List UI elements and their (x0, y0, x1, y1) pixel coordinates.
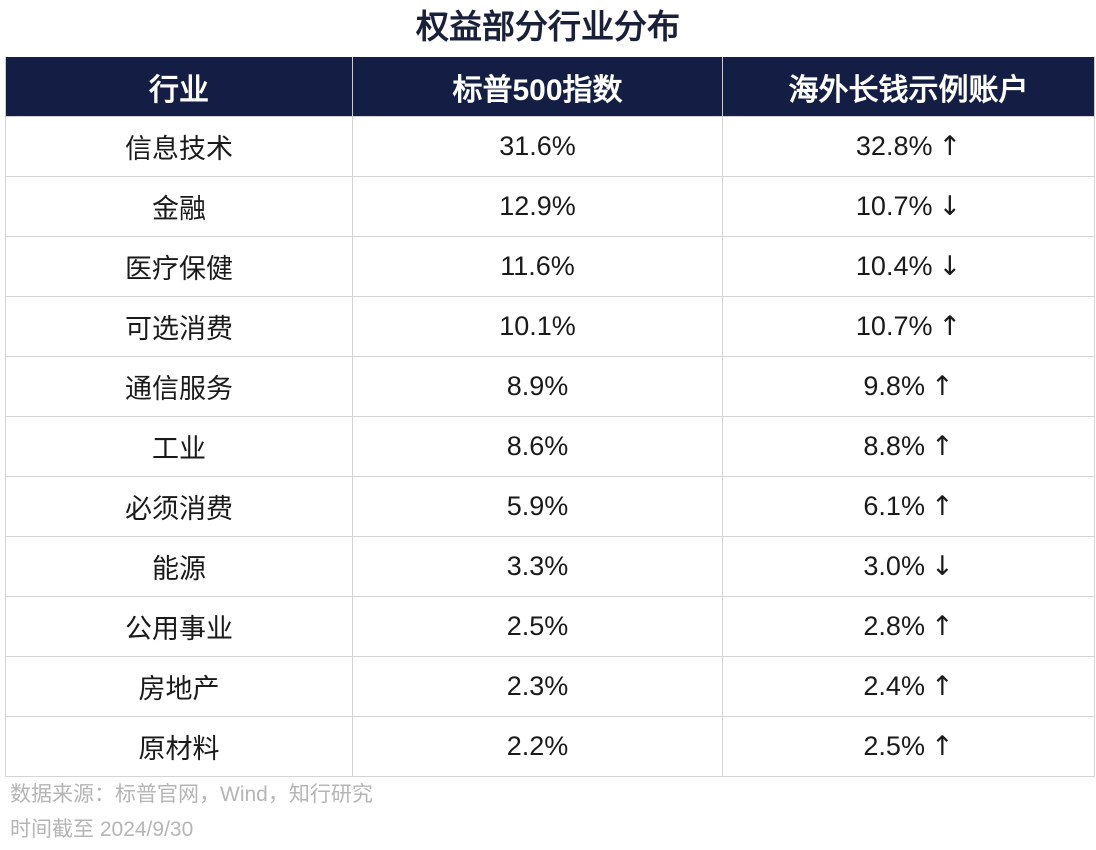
sp500-weight-cell: 5.9% (352, 476, 723, 537)
sector-name-cell: 能源 (5, 536, 353, 597)
account-weight-cell: 10.7% ↓ (722, 176, 1095, 237)
sector-name-cell: 可选消费 (5, 296, 353, 357)
sp500-weight-cell: 8.9% (352, 356, 723, 417)
account-weight-value: 2.8% (863, 611, 925, 641)
arrow-up-icon: ↑ (938, 311, 962, 342)
arrow-down-icon: ↓ (938, 191, 962, 222)
sp500-weight-cell: 8.6% (352, 416, 723, 477)
sector-name-cell: 信息技术 (5, 116, 353, 177)
account-weight-cell: 10.4% ↓ (722, 236, 1095, 297)
arrow-up-icon: ↑ (930, 731, 954, 762)
account-weight-value: 2.5% (863, 731, 925, 761)
sector-name-cell: 房地产 (5, 656, 353, 717)
account-weight-cell: 2.5% ↑ (722, 716, 1095, 777)
table-row: 必须消费 5.9% 6.1% ↑ (5, 476, 1095, 537)
arrow-up-icon: ↑ (938, 131, 962, 162)
arrow-up-icon: ↑ (930, 671, 954, 702)
table-row: 通信服务 8.9% 9.8% ↑ (5, 356, 1095, 417)
table-row: 信息技术 31.6% 32.8% ↑ (5, 116, 1095, 177)
account-weight-value: 10.4% (855, 251, 933, 281)
arrow-down-icon: ↓ (938, 251, 962, 282)
sector-name-cell: 通信服务 (5, 356, 353, 417)
header-account: 海外长钱示例账户 (722, 57, 1095, 117)
header-sp500: 标普500指数 (352, 57, 723, 117)
account-weight-cell: 2.8% ↑ (722, 596, 1095, 657)
sector-name-cell: 医疗保健 (5, 236, 353, 297)
account-weight-value: 8.8% (863, 431, 925, 461)
table-row: 房地产 2.3% 2.4% ↑ (5, 656, 1095, 717)
sp500-weight-cell: 3.3% (352, 536, 723, 597)
sector-name-cell: 金融 (5, 176, 353, 237)
arrow-up-icon: ↑ (930, 371, 954, 402)
table-row: 原材料 2.2% 2.5% ↑ (5, 716, 1095, 777)
arrow-up-icon: ↑ (930, 491, 954, 522)
table-row: 金融 12.9% 10.7% ↓ (5, 176, 1095, 237)
table-body: 信息技术 31.6% 32.8% ↑ 金融 12.9% 10.7% ↓ 医疗保健 11.6% 10.… (5, 116, 1095, 777)
table-row: 医疗保健 11.6% 10.4% ↓ (5, 236, 1095, 297)
account-weight-cell: 2.4% ↑ (722, 656, 1095, 717)
account-weight-value: 3.0% (863, 551, 925, 581)
header-sector: 行业 (5, 57, 353, 117)
account-weight-value: 10.7% (855, 191, 933, 221)
table-row: 工业 8.6% 8.8% ↑ (5, 416, 1095, 477)
sector-name-cell: 原材料 (5, 716, 353, 777)
account-weight-cell: 8.8% ↑ (722, 416, 1095, 477)
account-weight-cell: 32.8% ↑ (722, 116, 1095, 177)
table-row: 可选消费 10.1% 10.7% ↑ (5, 296, 1095, 357)
arrow-down-icon: ↓ (930, 551, 954, 582)
sector-allocation-table: 行业 标普500指数 海外长钱示例账户 信息技术 31.6% 32.8% ↑ 金融 12.… (5, 57, 1095, 777)
account-weight-cell: 3.0% ↓ (722, 536, 1095, 597)
account-weight-cell: 10.7% ↑ (722, 296, 1095, 357)
account-weight-value: 6.1% (863, 491, 925, 521)
account-weight-value: 9.8% (863, 371, 925, 401)
account-weight-value: 10.7% (855, 311, 933, 341)
sp500-weight-cell: 10.1% (352, 296, 723, 357)
table-row: 公用事业 2.5% 2.8% ↑ (5, 596, 1095, 657)
account-weight-value: 2.4% (863, 671, 925, 701)
sector-name-cell: 公用事业 (5, 596, 353, 657)
chart-title: 权益部分行业分布 (416, 8, 680, 45)
data-source-note: 数据来源：标普官网，Wind，知行研究 (10, 783, 373, 806)
account-weight-cell: 6.1% ↑ (722, 476, 1095, 537)
table-header-row: 行业 标普500指数 海外长钱示例账户 (5, 57, 1095, 117)
sector-name-cell: 必须消费 (5, 476, 353, 537)
sp500-weight-cell: 12.9% (352, 176, 723, 237)
sp500-weight-cell: 11.6% (352, 236, 723, 297)
account-weight-cell: 9.8% ↑ (722, 356, 1095, 417)
sector-name-cell: 工业 (5, 416, 353, 477)
account-weight-value: 32.8% (855, 131, 933, 161)
sp500-weight-cell: 2.3% (352, 656, 723, 717)
arrow-up-icon: ↑ (930, 611, 954, 642)
as-of-date-note: 时间截至 2024/9/30 (10, 818, 194, 841)
arrow-up-icon: ↑ (930, 431, 954, 462)
sp500-weight-cell: 2.2% (352, 716, 723, 777)
sp500-weight-cell: 2.5% (352, 596, 723, 657)
sp500-weight-cell: 31.6% (352, 116, 723, 177)
table-row: 能源 3.3% 3.0% ↓ (5, 536, 1095, 597)
